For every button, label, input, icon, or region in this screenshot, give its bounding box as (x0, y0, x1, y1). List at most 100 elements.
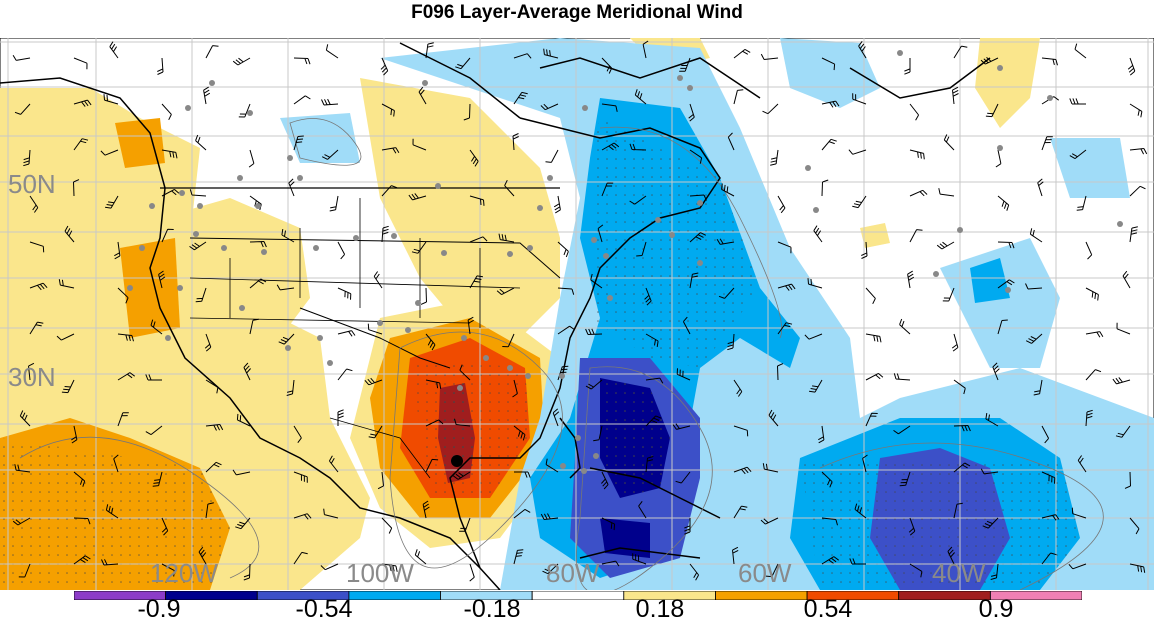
wind-barb (1112, 377, 1131, 385)
wind-barb (293, 513, 312, 520)
graticule (0, 38, 1154, 590)
wind-barb (821, 100, 840, 108)
wind-map (0, 38, 1154, 590)
wind-barb (585, 379, 603, 390)
wind-barb (1127, 57, 1136, 76)
wind-barb (854, 503, 867, 519)
wind-barb (777, 241, 792, 254)
wind-barb (601, 471, 609, 490)
wind-barb (642, 40, 649, 59)
wind-barb (684, 518, 691, 535)
station-dot (507, 251, 513, 257)
wind-barb (542, 563, 559, 575)
station-dot (177, 285, 183, 291)
station-dot (237, 175, 243, 181)
wind-barb (733, 89, 744, 105)
colorbar-swatch (348, 591, 441, 600)
wind-barb (590, 273, 603, 289)
wind-barb (73, 99, 92, 107)
wind-barb (593, 425, 603, 442)
wind-barb (907, 270, 915, 289)
station-dot (669, 232, 675, 238)
wind-barb (161, 517, 169, 536)
wind-barb (675, 471, 691, 484)
wind-barb (454, 418, 471, 427)
wind-barb (249, 278, 267, 289)
wind-barb (412, 138, 427, 151)
wind-barb (323, 508, 339, 519)
wind-barb (858, 41, 867, 59)
station-dot (507, 365, 513, 371)
wind-barb (513, 508, 531, 519)
station-dot (317, 335, 323, 341)
wind-barb (985, 103, 999, 118)
wind-barb (512, 133, 519, 151)
wind-barb (496, 287, 515, 296)
colorbar-label: -0.54 (295, 595, 353, 623)
wind-barb (205, 379, 219, 394)
wind-barb (980, 468, 999, 475)
wind-barb (1129, 185, 1146, 197)
wind-barb (293, 57, 311, 65)
wind-barb (235, 517, 251, 530)
wind-barb (992, 362, 1000, 381)
wind-barb (114, 241, 121, 260)
wind-barb (733, 425, 749, 437)
wind-barb (117, 372, 135, 381)
colorbar (74, 591, 1082, 600)
wind-barb (733, 48, 751, 59)
wind-barb (1071, 507, 1087, 519)
wind-barb (469, 275, 483, 289)
wind-barb (899, 471, 911, 487)
wind-barb (293, 425, 302, 443)
wind-barb (381, 185, 398, 197)
station-dot (461, 335, 467, 341)
wind-barb (645, 456, 654, 473)
wind-barb (337, 409, 344, 426)
wind-barb (145, 425, 163, 436)
wind-barb (513, 549, 524, 565)
wind-barb (1041, 425, 1050, 444)
lon-label-40w: 40W (932, 558, 986, 588)
wind-barb (29, 241, 45, 253)
wind-barb (243, 563, 251, 581)
station-dot (560, 463, 566, 469)
wind-barb (689, 272, 699, 289)
wind-barb (909, 229, 923, 243)
wind-barb (418, 86, 427, 105)
wind-barb (1116, 322, 1131, 335)
station-dot (197, 203, 203, 209)
wind-barb (381, 517, 393, 534)
wind-barb (425, 419, 444, 427)
wind-barb (638, 501, 647, 519)
wind-barb (777, 363, 784, 381)
station-dot (261, 249, 267, 255)
wind-barb (995, 149, 1002, 168)
wind-barb (161, 149, 178, 159)
wind-barb (821, 179, 829, 197)
wind-barb (286, 379, 295, 396)
wind-barb (545, 149, 559, 163)
wind-barb (849, 558, 866, 565)
wind-barb (727, 132, 735, 151)
wind-barb (557, 241, 569, 258)
wind-barb (73, 57, 88, 70)
coastlines (0, 42, 991, 590)
station-dot (165, 335, 171, 341)
lon-label-80w: 80W (546, 558, 600, 588)
wind-barb (540, 103, 559, 111)
wind-barb (689, 194, 707, 201)
wind-barb (732, 546, 739, 565)
wind-barb (381, 103, 395, 117)
wind-barb (1077, 455, 1087, 473)
wind-barb (553, 195, 561, 214)
wind-barb (1129, 226, 1138, 243)
wind-barb (645, 415, 662, 427)
wind-barb (804, 333, 823, 340)
wind-barb (195, 134, 207, 151)
wind-barb (908, 517, 916, 536)
wind-barb (909, 103, 920, 121)
wind-barb (545, 458, 559, 473)
wind-barb (455, 57, 471, 70)
observation-points (127, 50, 1123, 474)
